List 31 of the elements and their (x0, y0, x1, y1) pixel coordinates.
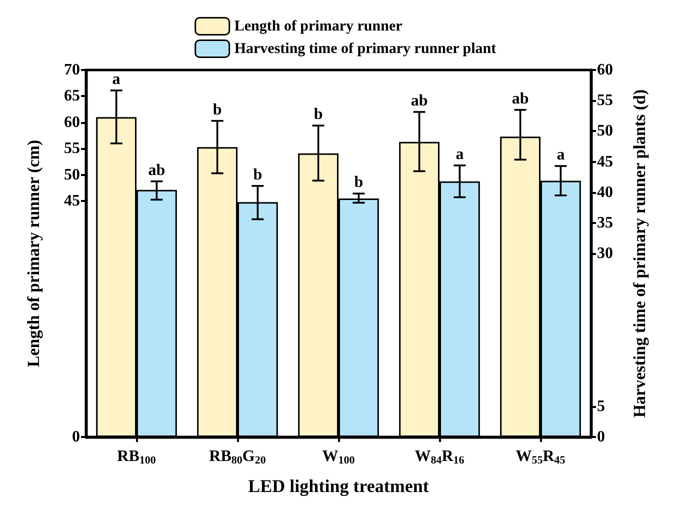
y-tick-label: 60 (64, 114, 80, 131)
y-tick-label: 0 (72, 428, 80, 446)
y2-tick-label: 55 (597, 92, 613, 110)
data-label: ab (148, 162, 166, 179)
data-label: a (456, 146, 464, 163)
x-axis-title: LED lighting treatment (248, 476, 429, 496)
data-label: b (354, 174, 364, 192)
y-tick-label: 65 (64, 88, 80, 105)
y2-tick-label: 50 (597, 122, 613, 140)
data-label: ab (410, 92, 428, 110)
data-label: a (112, 70, 120, 88)
y-tick-label: 45 (64, 192, 80, 210)
data-label: b (314, 106, 323, 124)
y2-tick-label: 35 (597, 214, 613, 232)
data-label: ab (512, 90, 529, 108)
y2-tick-label: 45 (597, 153, 613, 170)
y2-tick-label: 5 (597, 398, 605, 415)
y2-tick-label: 60 (597, 62, 613, 78)
data-label: b (253, 166, 262, 184)
legend-label: Length of primary runner (234, 18, 403, 34)
y2-tick-label: 40 (597, 184, 613, 201)
y2-tick-label: 0 (597, 428, 605, 446)
y-tick-label: 55 (64, 140, 80, 158)
y-axis-title: Length of primary runner (cm) (24, 140, 43, 368)
y2-axis-title: Harvesting time of primary runner plants (d) (630, 89, 649, 418)
data-label: b (212, 101, 222, 118)
y2-tick-label: 30 (597, 245, 613, 262)
data-label: a (556, 146, 565, 164)
y-tick-label: 50 (64, 166, 80, 184)
y-tick-label: 70 (64, 62, 80, 78)
legend-label: Harvesting time of primary runner plant (234, 40, 496, 57)
